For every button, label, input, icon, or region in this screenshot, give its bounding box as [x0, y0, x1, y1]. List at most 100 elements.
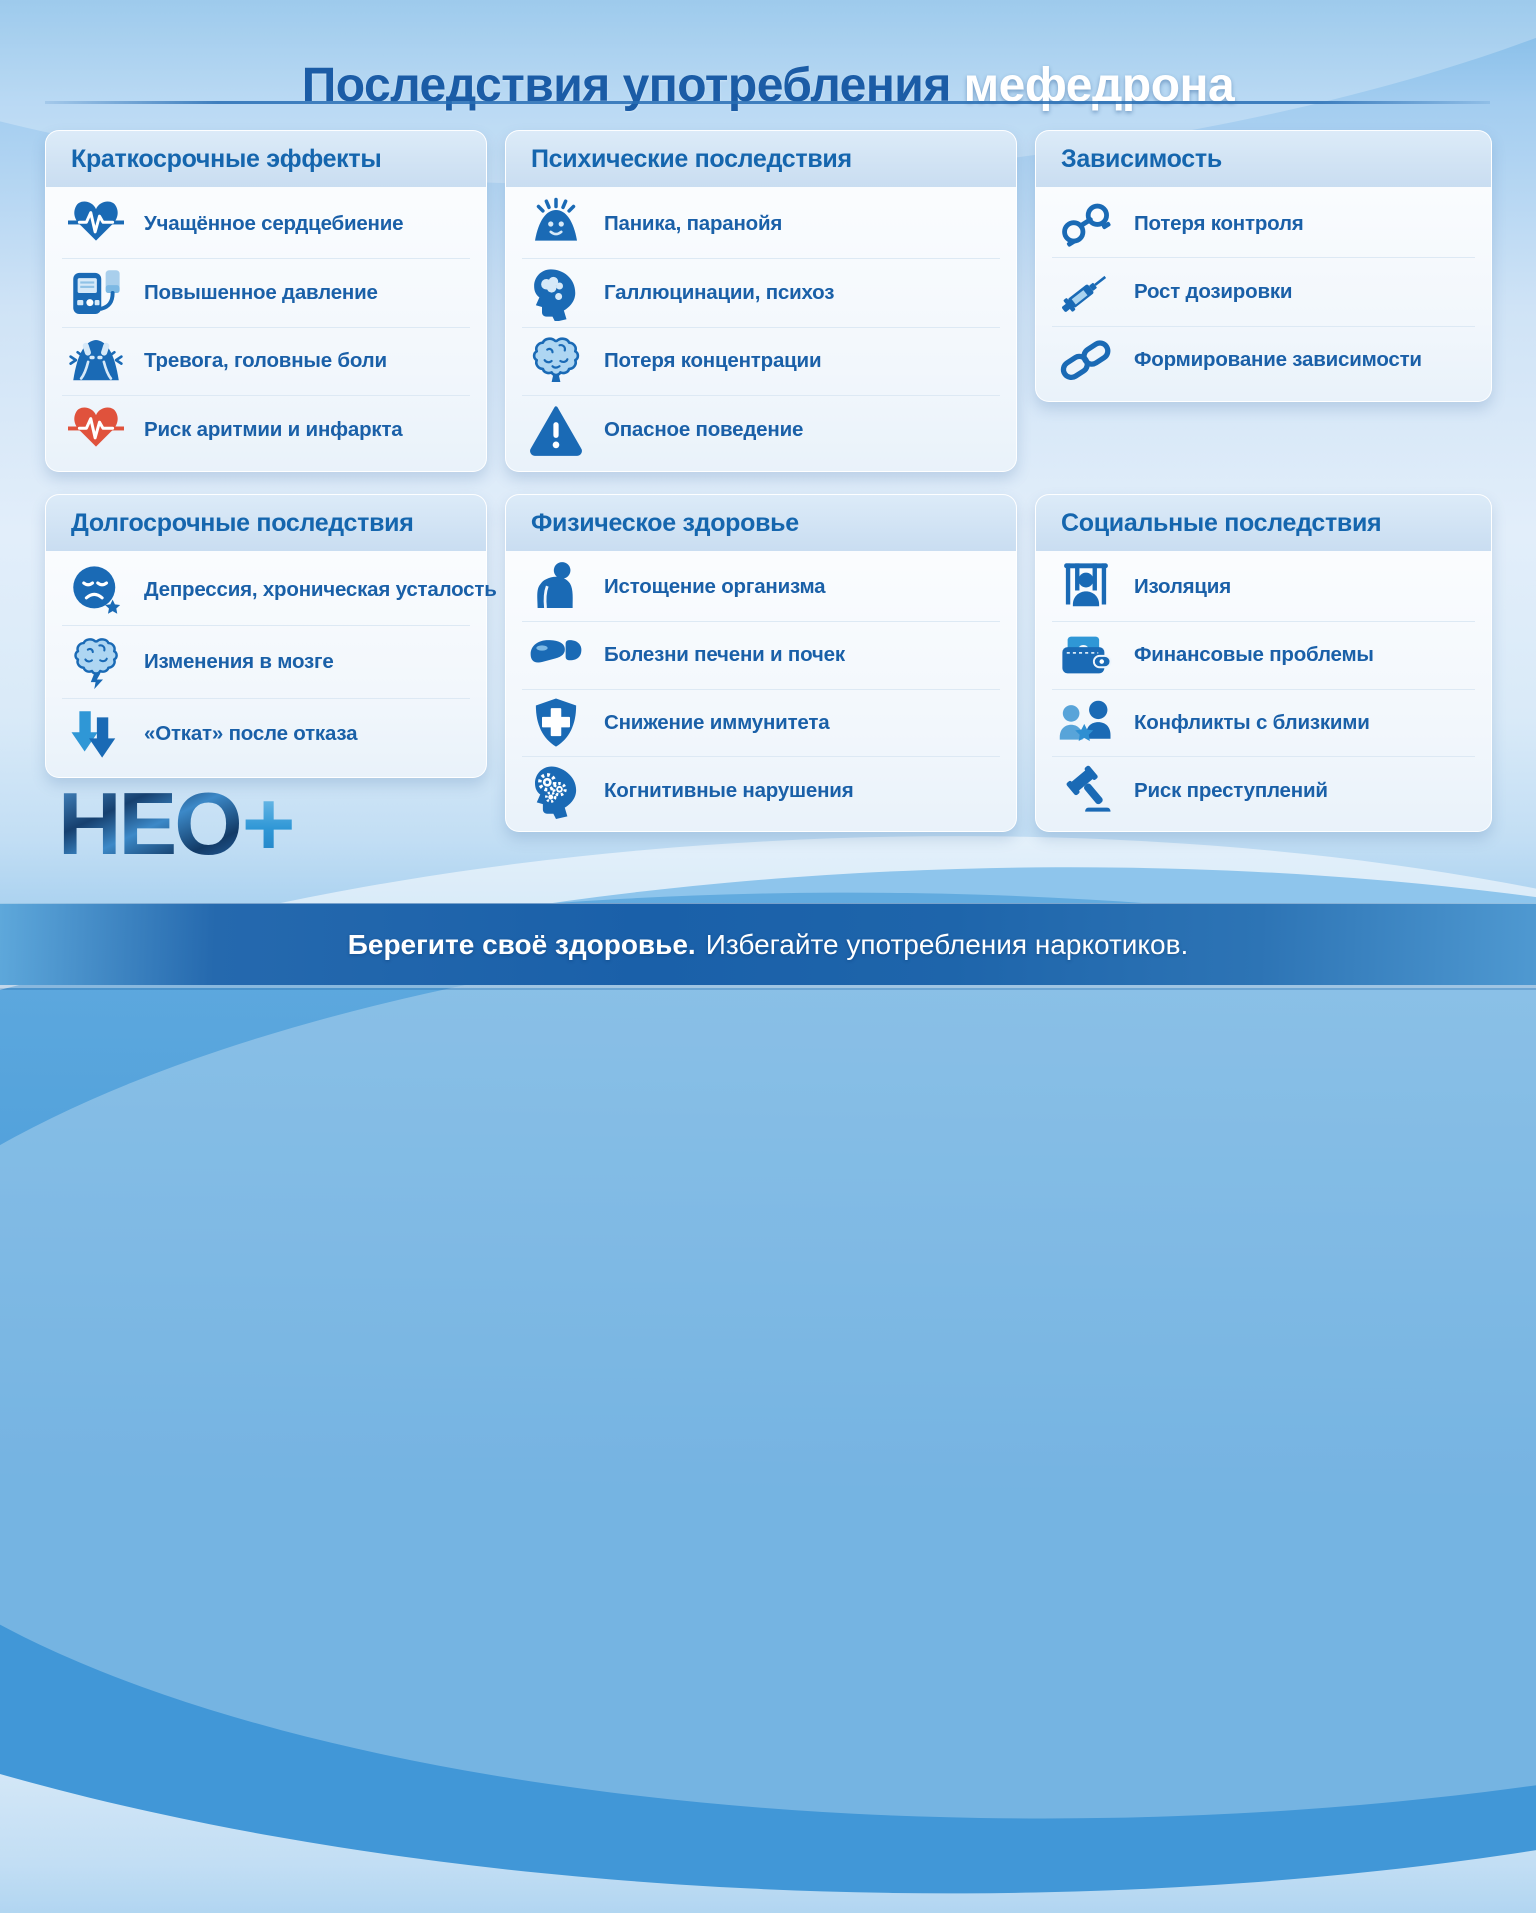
relapse-arrows-icon	[62, 706, 130, 762]
list-item-label: Снижение иммунитета	[604, 710, 830, 734]
brain-change-icon	[62, 634, 130, 690]
list-item: Тревога, головные боли	[62, 326, 470, 396]
list-item: Риск аритмии и инфаркта	[62, 395, 470, 464]
list-item: «Откат» после отказа	[62, 697, 470, 770]
list-item-label: Болезни печени и почек	[604, 643, 845, 667]
list-item-label: Формирование зависимости	[1134, 348, 1422, 372]
list-item: Потеря контроля	[1052, 190, 1475, 257]
list-item-label: Конфликты с близкими	[1134, 710, 1370, 734]
card-title: Психические последствия	[531, 144, 852, 173]
page-title-highlight: мефедрона	[963, 59, 1235, 113]
cognitive-gears-icon	[522, 763, 590, 819]
page-title-main: Последствия употребления	[301, 59, 952, 113]
card-title: Долгосрочные последствия	[71, 508, 414, 537]
list-item-label: Рост дозировки	[1134, 279, 1293, 303]
wallet-icon	[1052, 627, 1120, 683]
card-title: Социальные последствия	[1061, 508, 1382, 537]
footer-banner: Берегите своё здоровье. Избегайте употре…	[0, 903, 1536, 985]
prison-bars-icon	[1052, 559, 1120, 615]
list-item: Изменения в мозге	[62, 625, 470, 697]
card-body: Истощение организма Болезни печени и поче…	[506, 551, 1016, 831]
list-item-label: Когнитивные нарушения	[604, 778, 854, 802]
chain-links-icon	[1052, 332, 1120, 388]
list-item-label: Потеря контроля	[1134, 211, 1304, 235]
card-physical-health: Физическое здоровье Истощение организма Б…	[505, 494, 1017, 832]
footer-message-regular: Избегайте употребления наркотиков.	[705, 928, 1189, 960]
list-item: Паника, паранойя	[522, 190, 1000, 258]
brain-icon	[522, 333, 590, 389]
syringe-icon	[1052, 264, 1120, 320]
list-item-label: Риск аритмии и инфаркта	[144, 418, 403, 442]
list-item: Повышенное давление	[62, 257, 470, 327]
card-title: Краткосрочные эффекты	[71, 144, 382, 173]
card-title: Физическое здоровье	[531, 508, 799, 537]
list-item-label: Финансовые проблемы	[1134, 643, 1374, 667]
card-social-consequences: Социальные последствия Изоляция Финансовы…	[1035, 494, 1492, 832]
list-item: Снижение иммунитета	[522, 688, 1000, 757]
list-item-label: Опасное поведение	[604, 418, 804, 442]
list-item-label: Депрессия, хроническая усталость	[144, 577, 497, 601]
anxiety-person-icon	[62, 333, 130, 389]
list-item: Учащённое сердцебиение	[62, 190, 470, 258]
list-item-label: Риск преступлений	[1134, 778, 1328, 802]
list-item-label: Истощение организма	[604, 575, 826, 599]
card-long-term-consequences: Долгосрочные последствия Депрессия, хрон…	[45, 494, 497, 778]
logo-plus-icon: +	[241, 773, 296, 875]
card-body: Потеря контроля Рост дозировки Формировани…	[1036, 187, 1491, 401]
panic-person-icon	[522, 196, 590, 252]
card-body: Изоляция Финансовые проблемы Конфликты с б…	[1036, 551, 1491, 831]
list-item-label: Изоляция	[1134, 575, 1231, 599]
card-title: Зависимость	[1061, 144, 1222, 173]
heart-pulse-icon	[62, 196, 130, 252]
card-header: Психические последствия	[506, 131, 1016, 187]
exhausted-body-icon	[522, 559, 590, 615]
card-header: Краткосрочные эффекты	[46, 131, 486, 187]
card-body: Учащённое сердцебиение Повышенное давлени…	[46, 187, 486, 471]
list-item: Галлюцинации, психоз	[522, 257, 1000, 327]
logo-text: НЕО	[58, 774, 243, 873]
list-item: Опасное поведение	[522, 395, 1000, 464]
list-item-label: Потеря концентрации	[604, 349, 822, 373]
depression-face-icon	[62, 562, 130, 618]
liver-kidney-icon	[522, 627, 590, 683]
list-item: Формирование зависимости	[1052, 325, 1475, 394]
card-header: Зависимость	[1036, 131, 1491, 187]
list-item: Риск преступлений	[1052, 756, 1475, 824]
warning-triangle-icon	[522, 402, 590, 458]
list-item-label: «Откат» после отказа	[144, 722, 358, 746]
handcuffs-icon	[1052, 196, 1120, 252]
list-item-label: Тревога, головные боли	[144, 349, 387, 373]
list-item: Рост дозировки	[1052, 257, 1475, 325]
list-item-label: Учащённое сердцебиение	[144, 211, 404, 235]
list-item: Конфликты с близкими	[1052, 688, 1475, 757]
card-short-term-effects: Краткосрочные эффекты Учащённое сердцеби…	[45, 130, 487, 472]
footer-message-bold: Берегите своё здоровье.	[347, 928, 696, 960]
gavel-icon	[1052, 763, 1120, 819]
list-item: Депрессия, хроническая усталость	[62, 554, 497, 625]
page-title: Последствия употребления мефедрона	[0, 58, 1536, 113]
heart-attack-icon	[62, 402, 130, 458]
list-item: Потеря концентрации	[522, 326, 1000, 396]
list-item: Болезни печени и почек	[522, 620, 1000, 689]
hallucination-head-icon	[522, 265, 590, 321]
title-underline	[45, 101, 1490, 104]
people-conflict-icon	[1052, 695, 1120, 751]
card-header: Физическое здоровье	[506, 495, 1016, 551]
list-item: Изоляция	[1052, 554, 1475, 621]
list-item: Истощение организма	[522, 554, 1000, 621]
list-item-label: Паника, паранойя	[604, 211, 783, 235]
card-addiction: Зависимость Потеря контроля Рост дозировк…	[1035, 130, 1492, 402]
blood-pressure-icon	[62, 265, 130, 321]
list-item: Когнитивные нарушения	[522, 756, 1000, 824]
card-body: Паника, паранойя Галлюцинации, психоз Поте…	[506, 187, 1016, 471]
list-item-label: Галлюцинации, психоз	[604, 280, 835, 304]
card-header: Долгосрочные последствия	[46, 495, 486, 551]
card-mental-consequences: Психические последствия Паника, паранойя…	[505, 130, 1017, 472]
list-item: Финансовые проблемы	[1052, 620, 1475, 689]
list-item-label: Повышенное давление	[144, 280, 378, 304]
card-header: Социальные последствия	[1036, 495, 1491, 551]
neo-plus-logo: НЕО +	[58, 773, 296, 875]
card-body: Депрессия, хроническая усталость Изменени…	[46, 551, 497, 777]
list-item-label: Изменения в мозге	[144, 649, 334, 673]
immunity-shield-icon	[522, 695, 590, 751]
